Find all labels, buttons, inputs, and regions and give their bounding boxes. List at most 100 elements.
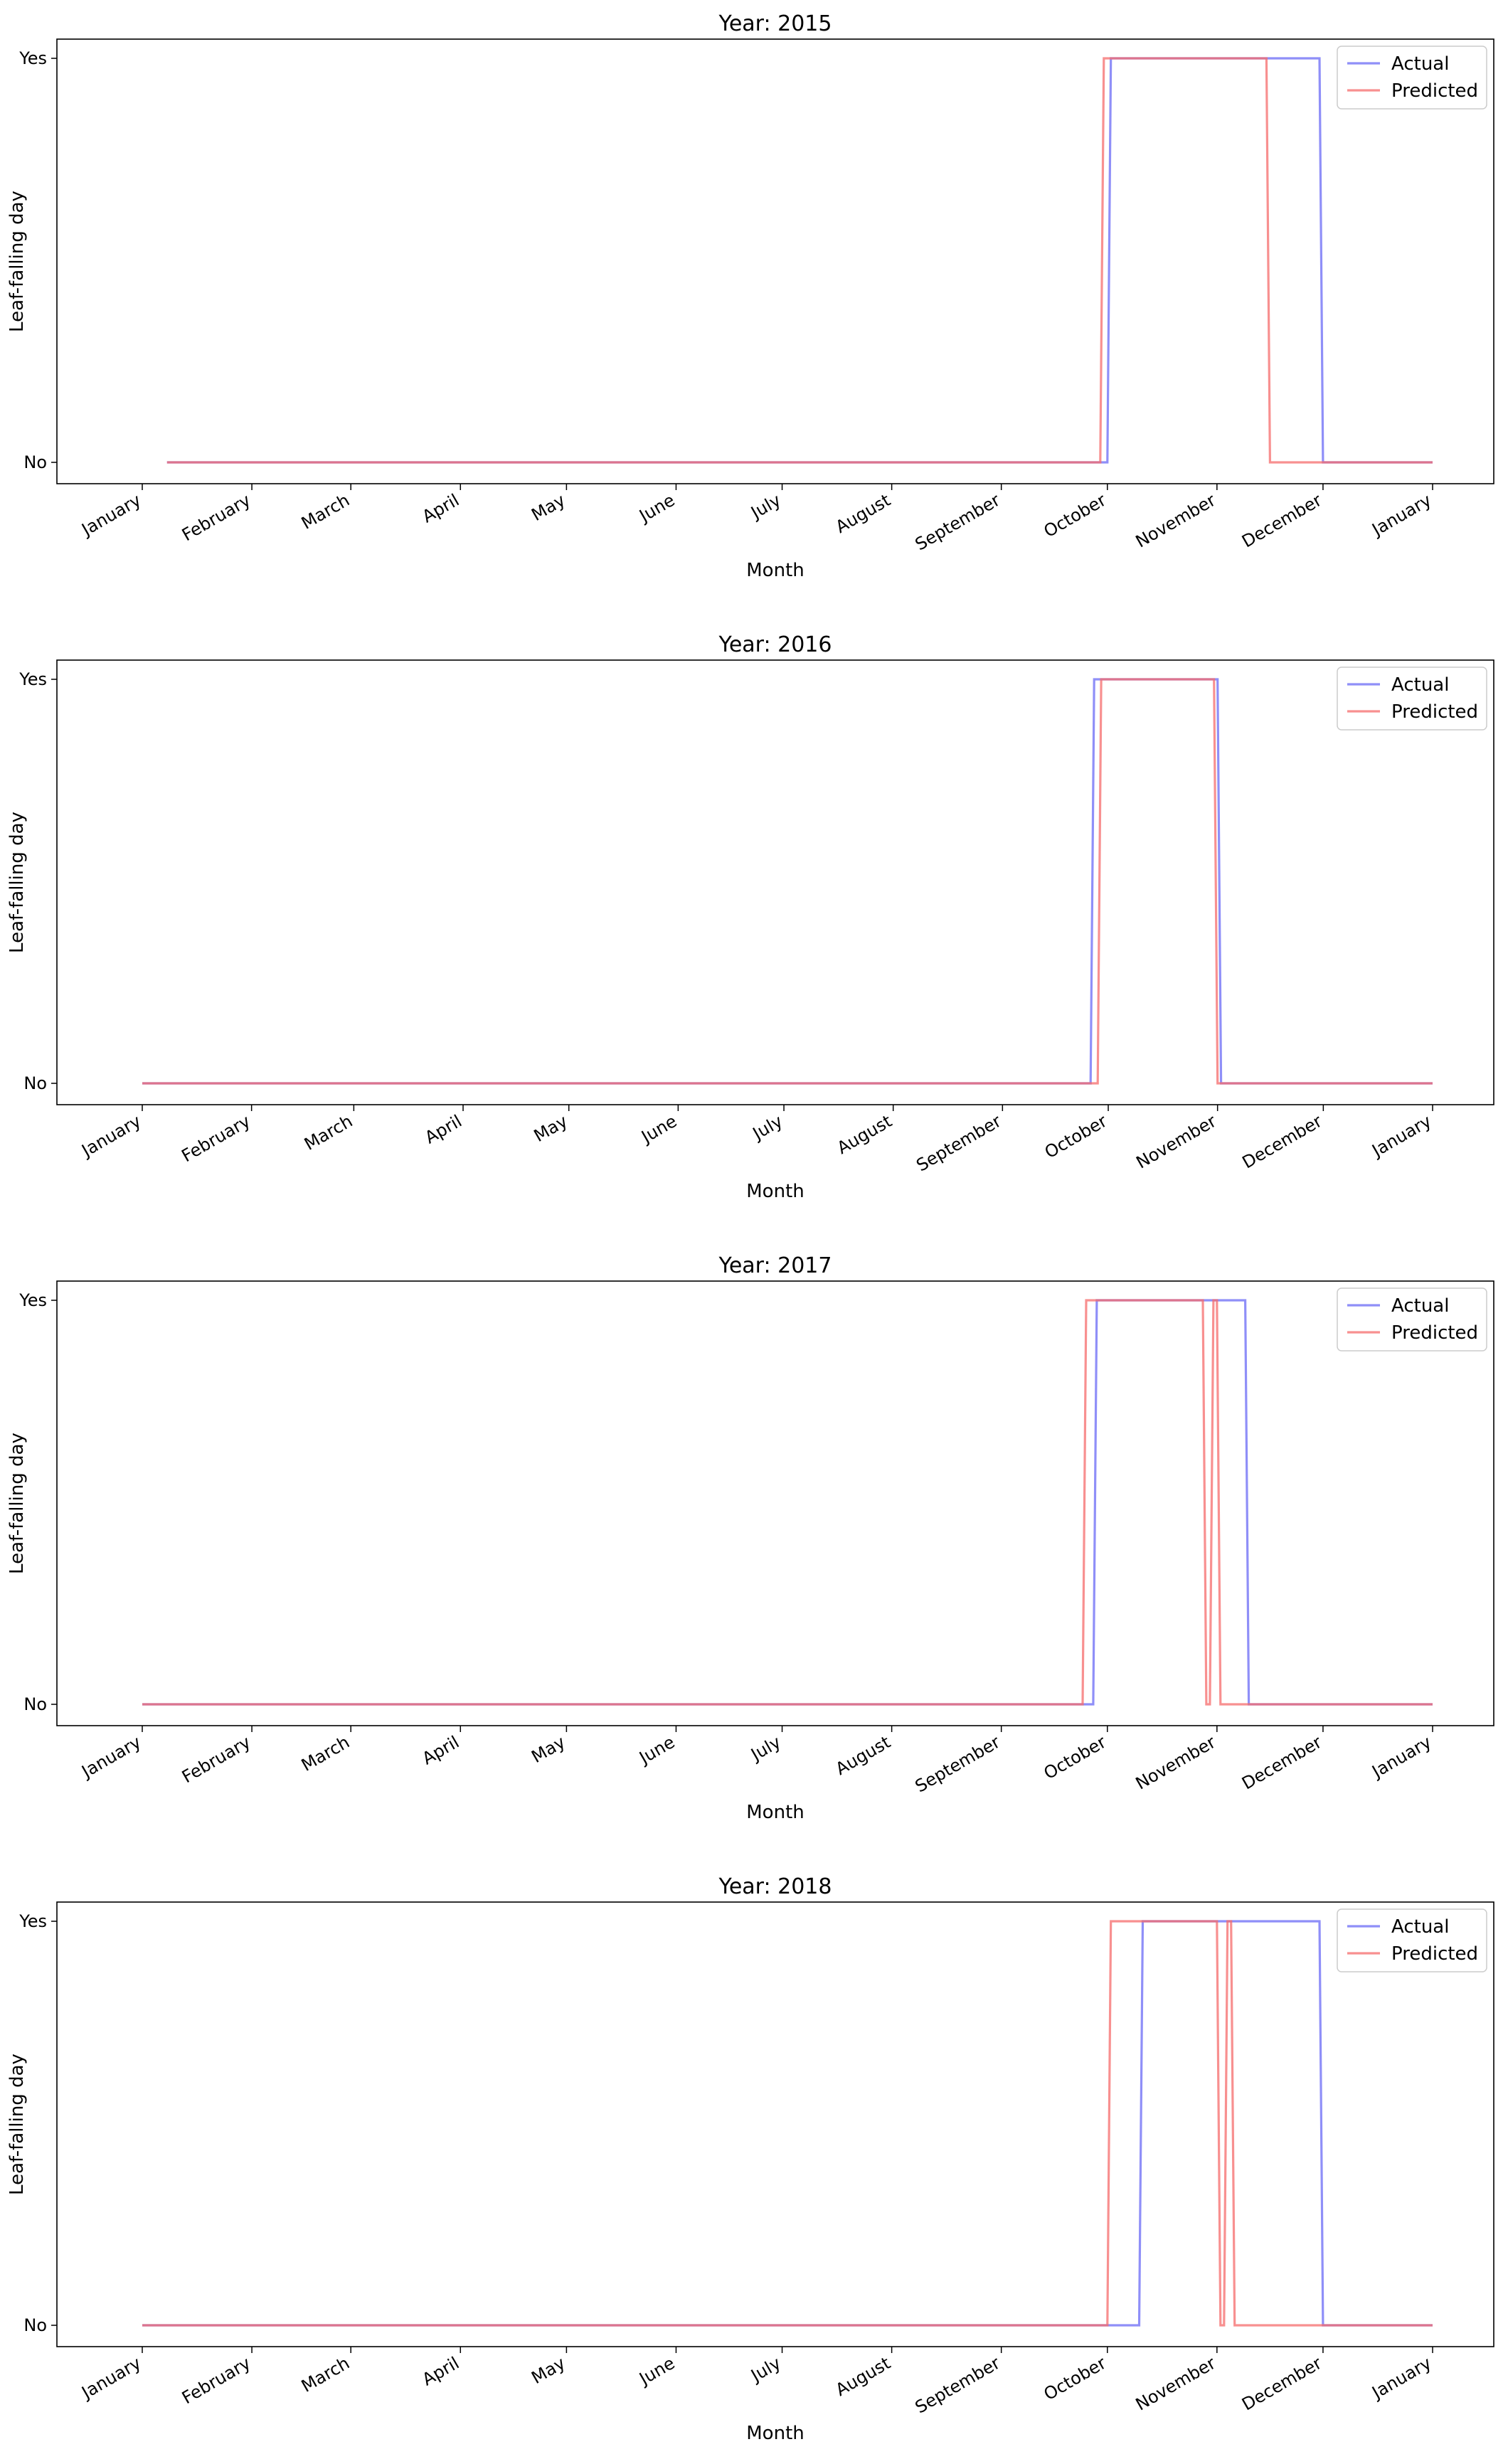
legend-label-actual: Actual xyxy=(1391,53,1449,75)
series-line-actual xyxy=(142,1299,1433,1706)
x-tick-label: January xyxy=(77,2353,144,2404)
x-tick-label: May xyxy=(531,1111,571,1146)
x-tick-label: June xyxy=(634,1732,678,1768)
x-tick-label: August xyxy=(832,490,894,537)
legend-box xyxy=(1337,1287,1487,1352)
x-tick-label: November xyxy=(1132,490,1219,552)
legend-label-predicted: Predicted xyxy=(1391,701,1478,723)
x-tick-label: April xyxy=(419,1732,463,1769)
chart-panel-3: Year: 2017 No Yes January February March April… xyxy=(6,1253,1494,1823)
plot-area xyxy=(56,659,1494,1105)
series-line-predicted xyxy=(166,57,1433,464)
x-tick-label: April xyxy=(419,2353,463,2390)
x-tick-label: July xyxy=(746,490,784,524)
y-tick-label: No xyxy=(23,1073,47,1093)
x-tick-label: September xyxy=(912,1732,1004,1797)
x-tick-label: October xyxy=(1041,1111,1110,1162)
y-axis-label: Leaf-falling day xyxy=(6,2054,28,2195)
legend-label-actual: Actual xyxy=(1391,1295,1449,1317)
y-axis-label: Leaf-falling day xyxy=(6,191,28,332)
x-tick-label: September xyxy=(912,490,1004,555)
x-tick-label: January xyxy=(77,1111,144,1162)
series-line-actual xyxy=(142,678,1433,1085)
x-tick-label: August xyxy=(832,2353,894,2400)
legend-label-actual: Actual xyxy=(1391,1916,1449,1938)
x-tick-label: December xyxy=(1238,2353,1325,2415)
x-tick-label: January xyxy=(1367,1111,1435,1162)
series-line-actual xyxy=(166,57,1433,464)
x-tick-label: February xyxy=(179,1111,254,1166)
series-line-predicted xyxy=(142,1299,1433,1706)
chart-panel-1: Year: 2015 No Yes January February March April… xyxy=(6,11,1494,581)
x-tick-label: October xyxy=(1041,490,1110,541)
x-tick-label: March xyxy=(301,1111,356,1154)
legend-label-predicted: Predicted xyxy=(1391,1943,1478,1965)
chart-title: Year: 2018 xyxy=(718,1874,832,1899)
x-tick-label: July xyxy=(748,1111,786,1145)
x-tick-label: January xyxy=(77,1732,144,1783)
plot-area xyxy=(56,1280,1494,1726)
x-tick-label: July xyxy=(746,2353,784,2386)
chart-panel-2: Year: 2016 No Yes January February March April… xyxy=(6,632,1494,1202)
x-tick-label: March xyxy=(298,2353,353,2396)
chart-title: Year: 2016 xyxy=(718,632,832,657)
x-tick-label: February xyxy=(179,1732,254,1787)
x-axis-label: Month xyxy=(746,560,805,581)
legend-label-actual: Actual xyxy=(1391,674,1449,696)
x-tick-label: April xyxy=(422,1111,466,1148)
x-tick-label: October xyxy=(1041,2353,1110,2404)
x-tick-label: February xyxy=(179,2353,254,2408)
y-tick-label: No xyxy=(23,1694,47,1714)
series-line-predicted xyxy=(142,678,1433,1085)
series-line-actual xyxy=(142,1920,1433,2327)
legend-box xyxy=(1337,1908,1487,1972)
x-tick-label: July xyxy=(746,1732,784,1765)
x-tick-label: March xyxy=(298,1732,353,1775)
x-tick-label: February xyxy=(179,490,254,545)
x-tick-label: January xyxy=(77,490,144,541)
y-tick-label: Yes xyxy=(18,669,47,689)
y-tick-label: Yes xyxy=(18,1290,47,1310)
x-tick-label: January xyxy=(1367,2353,1435,2404)
x-tick-label: December xyxy=(1238,1732,1325,1794)
x-tick-label: May xyxy=(528,2353,568,2388)
y-axis-label: Leaf-falling day xyxy=(6,812,28,953)
x-tick-label: May xyxy=(528,490,568,525)
legend-box xyxy=(1337,46,1487,110)
chart-title: Year: 2017 xyxy=(718,1253,832,1278)
chart-panel-4: Year: 2018 No Yes January February March April… xyxy=(6,1874,1494,2444)
x-tick-label: June xyxy=(634,2353,678,2389)
x-tick-label: November xyxy=(1132,2353,1219,2415)
x-tick-label: May xyxy=(528,1732,568,1767)
plot-area xyxy=(56,1901,1494,2347)
x-tick-label: June xyxy=(637,1111,680,1147)
x-axis-label: Month xyxy=(746,1802,805,1823)
x-tick-label: August xyxy=(834,1111,896,1158)
legend-label-predicted: Predicted xyxy=(1391,80,1478,102)
plot-area xyxy=(56,38,1494,484)
x-tick-label: November xyxy=(1132,1732,1219,1794)
x-tick-label: September xyxy=(912,2353,1004,2418)
y-tick-label: No xyxy=(23,452,47,472)
y-axis-label: Leaf-falling day xyxy=(6,1433,28,1574)
x-tick-label: June xyxy=(634,490,678,526)
y-tick-label: No xyxy=(23,2315,47,2335)
legend-box xyxy=(1337,667,1487,731)
x-axis-label: Month xyxy=(746,2423,805,2444)
x-tick-label: March xyxy=(298,490,353,533)
chart-title: Year: 2015 xyxy=(718,11,832,36)
x-tick-label: January xyxy=(1367,490,1435,541)
x-tick-label: January xyxy=(1367,1732,1435,1783)
x-tick-label: October xyxy=(1041,1732,1110,1783)
y-tick-label: Yes xyxy=(18,48,47,68)
x-tick-label: September xyxy=(913,1111,1004,1176)
x-tick-label: December xyxy=(1238,490,1325,552)
legend-label-predicted: Predicted xyxy=(1391,1322,1478,1344)
y-tick-label: Yes xyxy=(18,1911,47,1931)
x-tick-label: November xyxy=(1133,1111,1220,1173)
x-axis-label: Month xyxy=(746,1181,805,1202)
series-line-predicted xyxy=(142,1920,1433,2327)
x-tick-label: December xyxy=(1239,1111,1326,1173)
